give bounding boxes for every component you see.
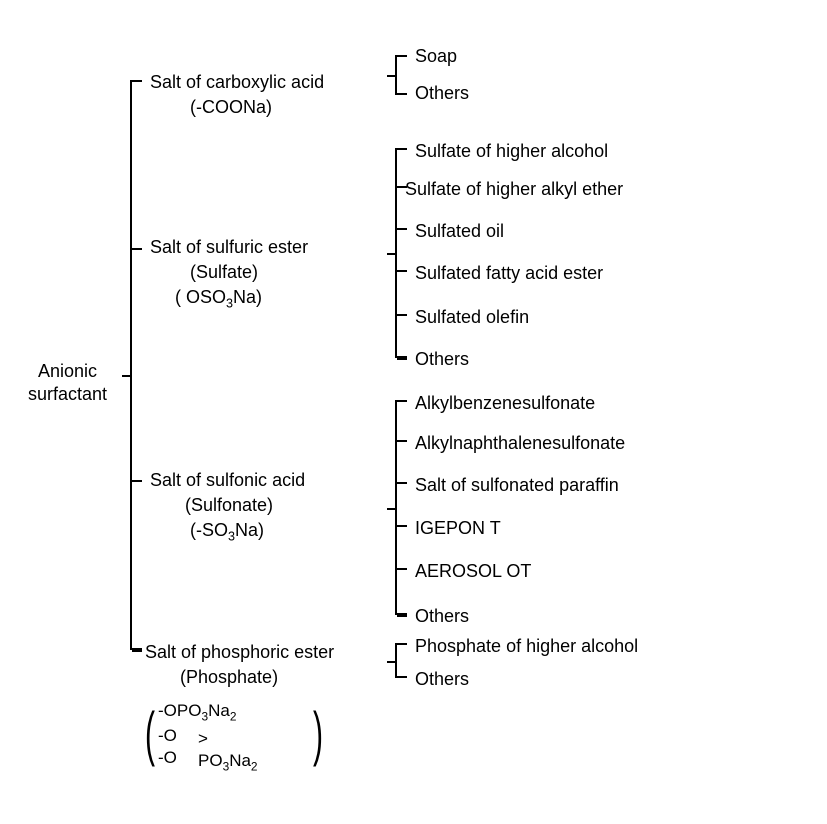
bracket-branch4 xyxy=(395,643,397,678)
bracket-branch1 xyxy=(395,55,397,95)
bracket-branch2 xyxy=(395,148,397,358)
leaf-others3: Others xyxy=(415,605,469,628)
formula-r: > PO3Na2 xyxy=(198,728,258,775)
root-label: Anionic surfactant xyxy=(28,360,107,407)
root-line1: Anionic xyxy=(38,361,97,381)
leaf-sulfate-ether: Sulfate of higher alkyl ether xyxy=(405,178,623,201)
phosphate-formula: ( -OPO3Na2 -O > PO3Na2 -O ) xyxy=(158,700,236,769)
formula-l2: -O xyxy=(158,726,177,745)
leaf-sulfate-alcohol: Sulfate of higher alcohol xyxy=(415,140,608,163)
branch-phosphate: Salt of phosphoric ester (Phosphate) xyxy=(145,640,334,690)
root-line2: surfactant xyxy=(28,384,107,404)
leaf-sulfated-oil: Sulfated oil xyxy=(415,220,504,243)
bracket-root xyxy=(130,80,132,650)
branch4-sub1: (Phosphate) xyxy=(145,667,278,687)
formula-l3: -O xyxy=(158,748,177,767)
leaf-alkylnaph: Alkylnaphthalenesulfonate xyxy=(415,432,625,455)
branch2-sub2: ( OSO3Na) xyxy=(150,287,262,307)
leaf-alkylbenzene: Alkylbenzenesulfonate xyxy=(415,392,595,415)
branch3-sub2: (-SO3Na) xyxy=(150,520,264,540)
branch3-sub1: (Sulfonate) xyxy=(150,495,273,515)
branch2-sub1: (Sulfate) xyxy=(150,262,258,282)
branch1-title: Salt of carboxylic acid xyxy=(150,72,324,92)
branch-carboxylic: Salt of carboxylic acid (-COONa) xyxy=(150,70,324,120)
leaf-others4: Others xyxy=(415,668,469,691)
leaf-others2: Others xyxy=(415,348,469,371)
leaf-igepon: IGEPON T xyxy=(415,517,501,540)
formula-l1: -OPO3Na2 xyxy=(158,701,236,720)
leaf-sulfated-ester: Sulfated fatty acid ester xyxy=(415,262,603,285)
branch2-title: Salt of sulfuric ester xyxy=(150,237,308,257)
leaf-sulfonated-paraffin: Salt of sulfonated paraffin xyxy=(415,474,619,497)
branch3-title: Salt of sulfonic acid xyxy=(150,470,305,490)
leaf-phosphate-alcohol: Phosphate of higher alcohol xyxy=(415,635,638,658)
leaf-others1: Others xyxy=(415,82,469,105)
leaf-soap: Soap xyxy=(415,45,457,68)
branch4-title: Salt of phosphoric ester xyxy=(145,642,334,662)
leaf-sulfated-olefin: Sulfated olefin xyxy=(415,306,529,329)
bracket-branch3 xyxy=(395,400,397,615)
branch-sulfate: Salt of sulfuric ester (Sulfate) ( OSO3N… xyxy=(150,235,308,314)
branch-sulfonate: Salt of sulfonic acid (Sulfonate) (-SO3N… xyxy=(150,468,305,547)
leaf-aerosol: AEROSOL OT xyxy=(415,560,531,583)
branch1-sub1: (-COONa) xyxy=(150,97,272,117)
